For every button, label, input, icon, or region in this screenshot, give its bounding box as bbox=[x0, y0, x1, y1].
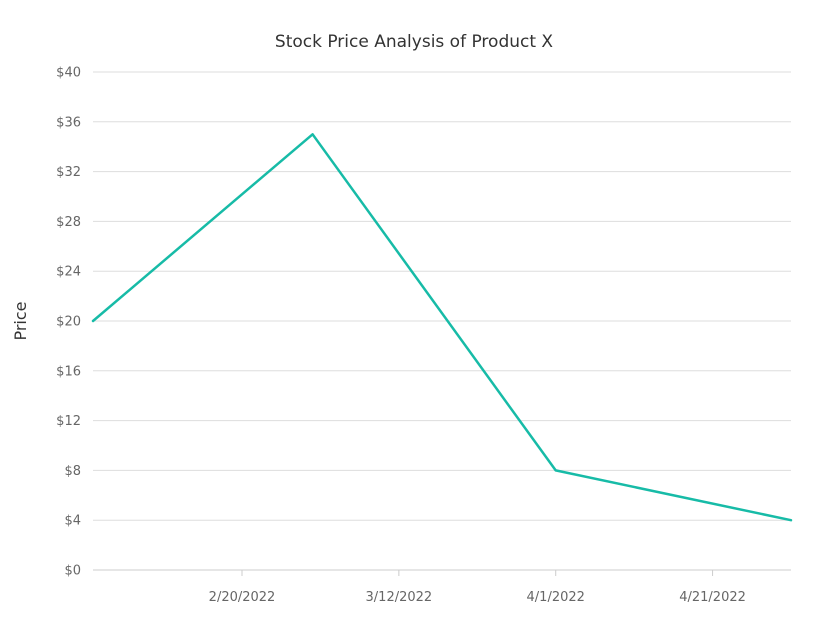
x-tick-label: 4/21/2022 bbox=[679, 590, 746, 605]
y-tick-label: $40 bbox=[56, 66, 81, 81]
y-tick-label: $36 bbox=[56, 115, 81, 130]
y-tick-label: $28 bbox=[56, 215, 81, 230]
chart-title: Stock Price Analysis of Product X bbox=[275, 32, 554, 52]
x-tick-label: 4/1/2022 bbox=[527, 590, 585, 605]
x-tick-label: 2/20/2022 bbox=[209, 590, 276, 605]
series-layer bbox=[91, 133, 793, 522]
y-tick-label: $16 bbox=[56, 364, 81, 379]
y-axis-ticks: $0 $4 $8 $12 $16 $20 $24 $28 $32 $36 $40 bbox=[56, 66, 81, 579]
x-axis: 2/20/2022 3/12/2022 4/1/2022 4/21/2022 bbox=[93, 569, 791, 605]
y-tick-label: $4 bbox=[64, 514, 81, 529]
y-tick-label: $20 bbox=[56, 315, 81, 330]
y-tick-label: $32 bbox=[56, 165, 81, 180]
series-line bbox=[91, 133, 793, 522]
y-tick-label: $0 bbox=[64, 564, 81, 579]
grid-lines bbox=[93, 71, 791, 521]
y-tick-label: $24 bbox=[56, 265, 81, 280]
x-tick-label: 3/12/2022 bbox=[366, 590, 433, 605]
y-axis-label: Price bbox=[11, 301, 30, 340]
y-tick-label: $12 bbox=[56, 414, 81, 429]
y-tick-label: $8 bbox=[64, 464, 81, 479]
